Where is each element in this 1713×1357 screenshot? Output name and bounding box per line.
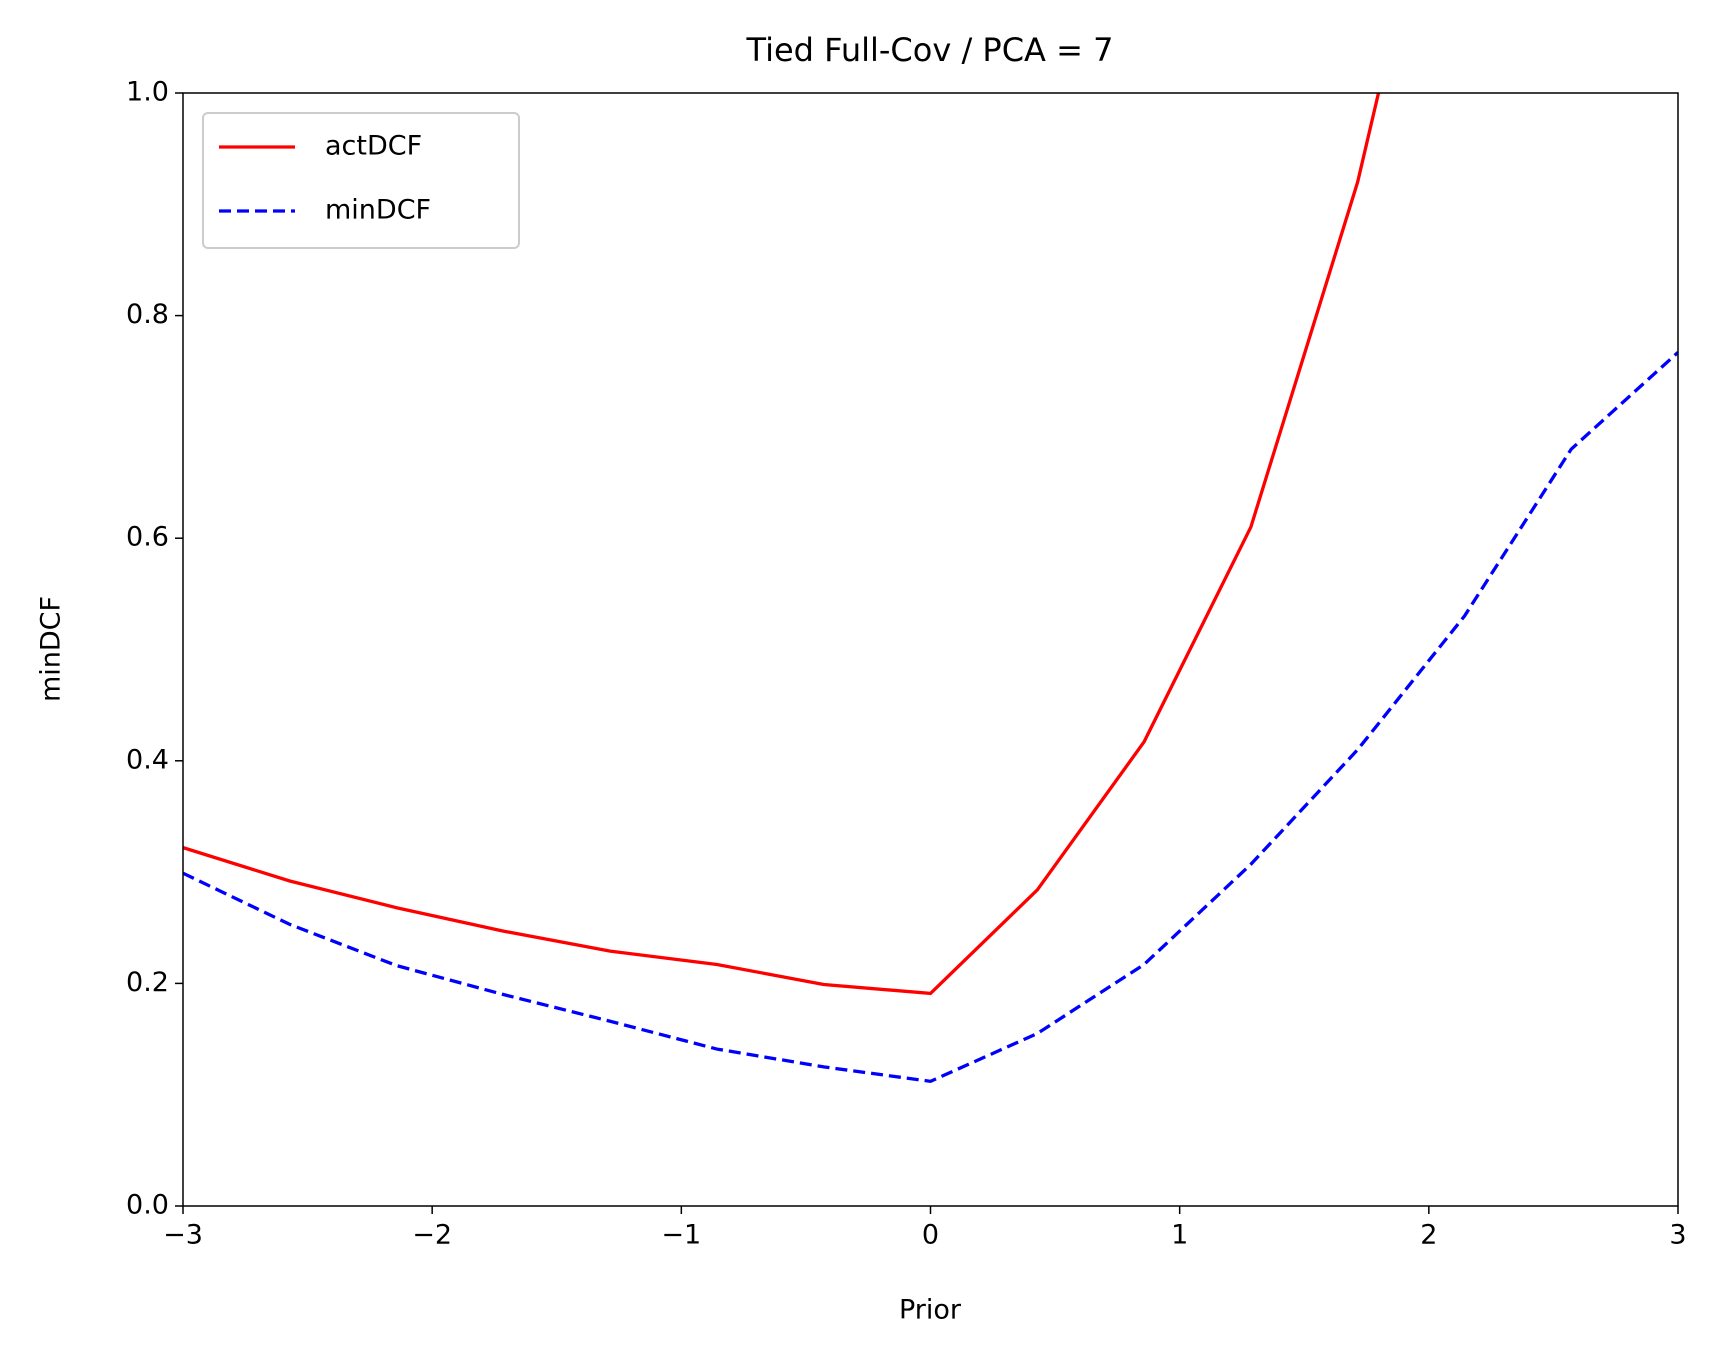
y-axis-label: minDCF bbox=[36, 596, 67, 702]
legend-label: actDCF bbox=[325, 131, 422, 162]
x-tick-label: −3 bbox=[163, 1220, 203, 1251]
x-tick-label: 3 bbox=[1669, 1220, 1686, 1251]
series-line bbox=[183, 351, 1678, 1084]
x-tick-label: 1 bbox=[1171, 1220, 1188, 1251]
plot-frame bbox=[182, 92, 1679, 1207]
x-tick-label: −2 bbox=[412, 1220, 452, 1251]
plot-area bbox=[183, 93, 1678, 1084]
y-tick-label: 0.6 bbox=[126, 522, 169, 553]
y-tick-label: 0.4 bbox=[126, 744, 169, 775]
series-line bbox=[183, 93, 1381, 996]
y-tick-label: 0.2 bbox=[126, 967, 169, 998]
y-tick-label: 1.0 bbox=[126, 77, 169, 108]
x-tick-label: 0 bbox=[922, 1220, 939, 1251]
chart-title: Tied Full-Cov / PCA = 7 bbox=[746, 31, 1114, 69]
y-tick-label: 0.0 bbox=[126, 1190, 169, 1221]
x-tick-label: −1 bbox=[661, 1220, 701, 1251]
y-tick-label: 0.8 bbox=[126, 299, 169, 330]
legend-label: minDCF bbox=[325, 195, 431, 226]
x-tick-label: 2 bbox=[1420, 1220, 1437, 1251]
x-axis-label: Prior bbox=[899, 1295, 962, 1326]
